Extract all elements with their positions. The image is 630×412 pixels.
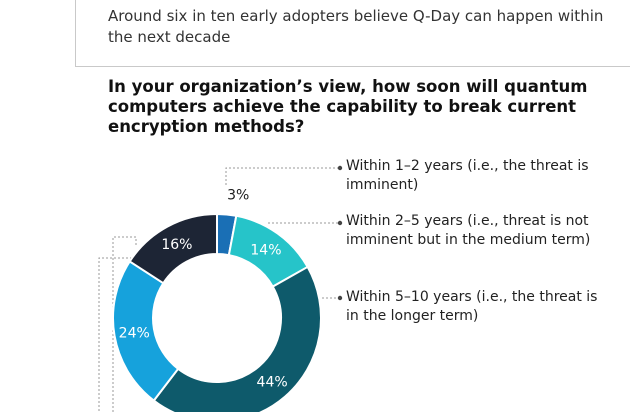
slice-value-label-16: 16% (161, 237, 192, 253)
leader-dot-3 (337, 295, 343, 301)
leader-dot-2 (337, 220, 343, 226)
legend-entry-1-2-years: Within 1–2 years (i.e., the threat is im… (346, 158, 589, 193)
chart-subtitle: Around six in ten early adopters believe… (108, 7, 604, 46)
frame-horizontal-divider (75, 66, 630, 67)
donut-slice-16-percent (128, 212, 218, 285)
leader-line-24 (112, 236, 137, 412)
legend-entry-5-10-years: Within 5–10 years (i.e., the threat is i… (346, 289, 598, 324)
slice-value-label-3: 3% (227, 188, 249, 204)
leader-dot-1 (337, 165, 343, 171)
chart-question-title: In your organization’s view, how soon wi… (108, 77, 588, 136)
slice-value-label-14: 14% (250, 243, 281, 259)
donut-slice-44-percent (152, 265, 322, 412)
legend-entry-2-5-years: Within 2–5 years (i.e., threat is not im… (346, 213, 591, 248)
slice-value-label-44: 44% (257, 374, 288, 390)
frame-vertical-divider (75, 0, 76, 66)
leader-line-1-2-years (225, 167, 340, 185)
slice-value-label-24: 24% (119, 325, 150, 341)
